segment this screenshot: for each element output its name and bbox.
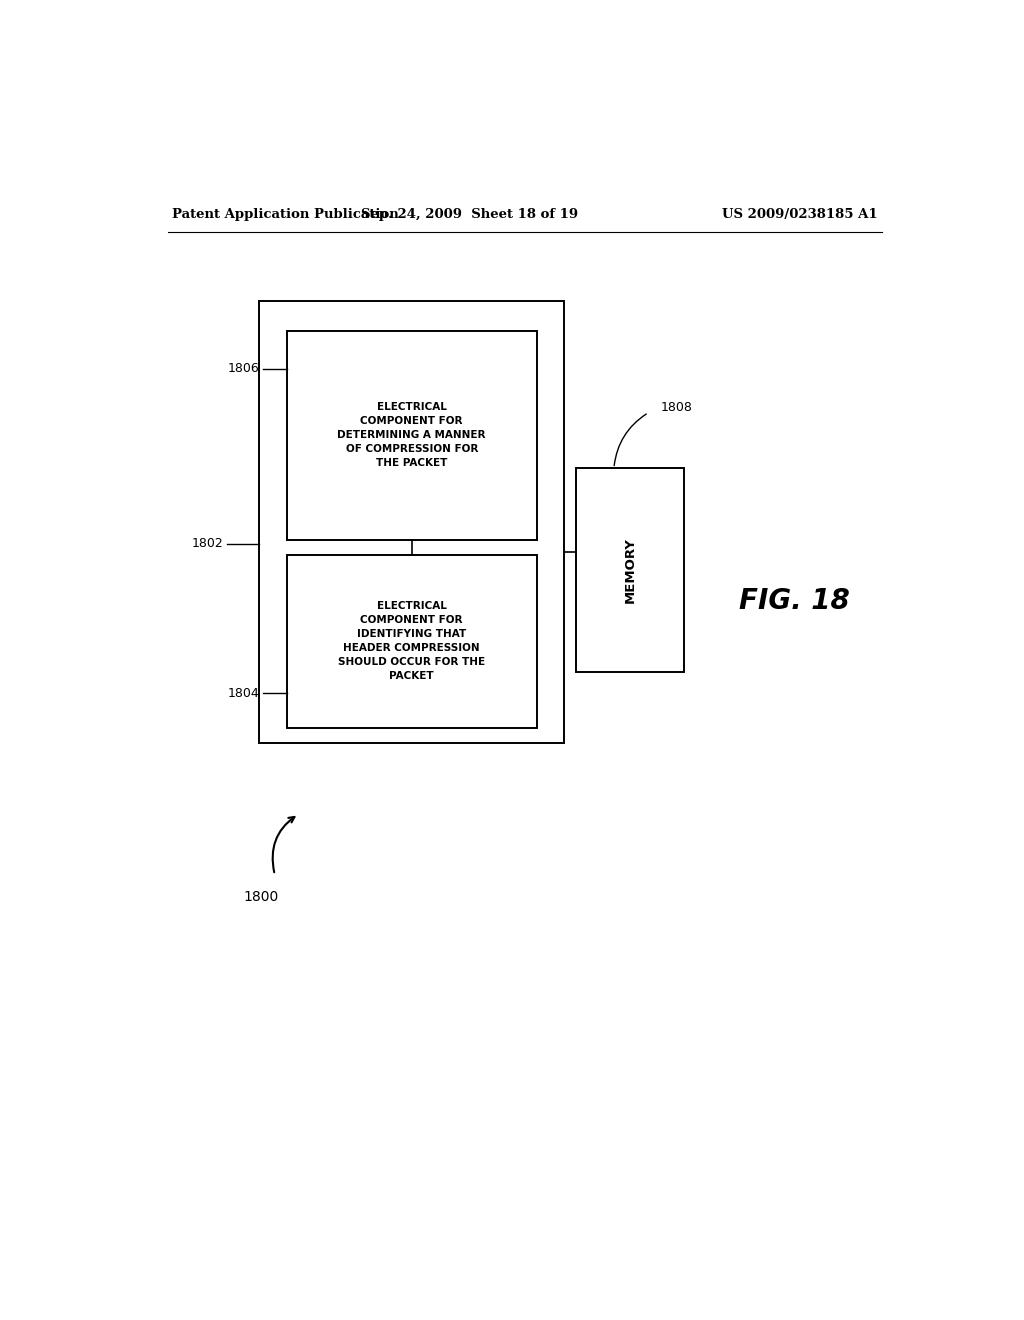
Bar [287,331,537,540]
Bar [287,554,537,727]
Text: 1806: 1806 [227,362,259,375]
Text: 1808: 1808 [660,401,692,414]
Text: ELECTRICAL
COMPONENT FOR
IDENTIFYING THAT
HEADER COMPRESSION
SHOULD OCCUR FOR TH: ELECTRICAL COMPONENT FOR IDENTIFYING THA… [338,601,485,681]
Text: Patent Application Publication: Patent Application Publication [172,207,398,220]
Bar [259,301,564,743]
Text: 1800: 1800 [243,890,279,904]
Text: US 2009/0238185 A1: US 2009/0238185 A1 [722,207,878,220]
Text: Sep. 24, 2009  Sheet 18 of 19: Sep. 24, 2009 Sheet 18 of 19 [360,207,578,220]
Text: ELECTRICAL
COMPONENT FOR
DETERMINING A MANNER
OF COMPRESSION FOR
THE PACKET: ELECTRICAL COMPONENT FOR DETERMINING A M… [338,403,486,469]
Bar [577,469,684,672]
Text: FIG. 18: FIG. 18 [739,586,850,615]
Text: 1804: 1804 [227,686,259,700]
Text: MEMORY: MEMORY [624,537,637,603]
Text: 1802: 1802 [191,537,223,550]
